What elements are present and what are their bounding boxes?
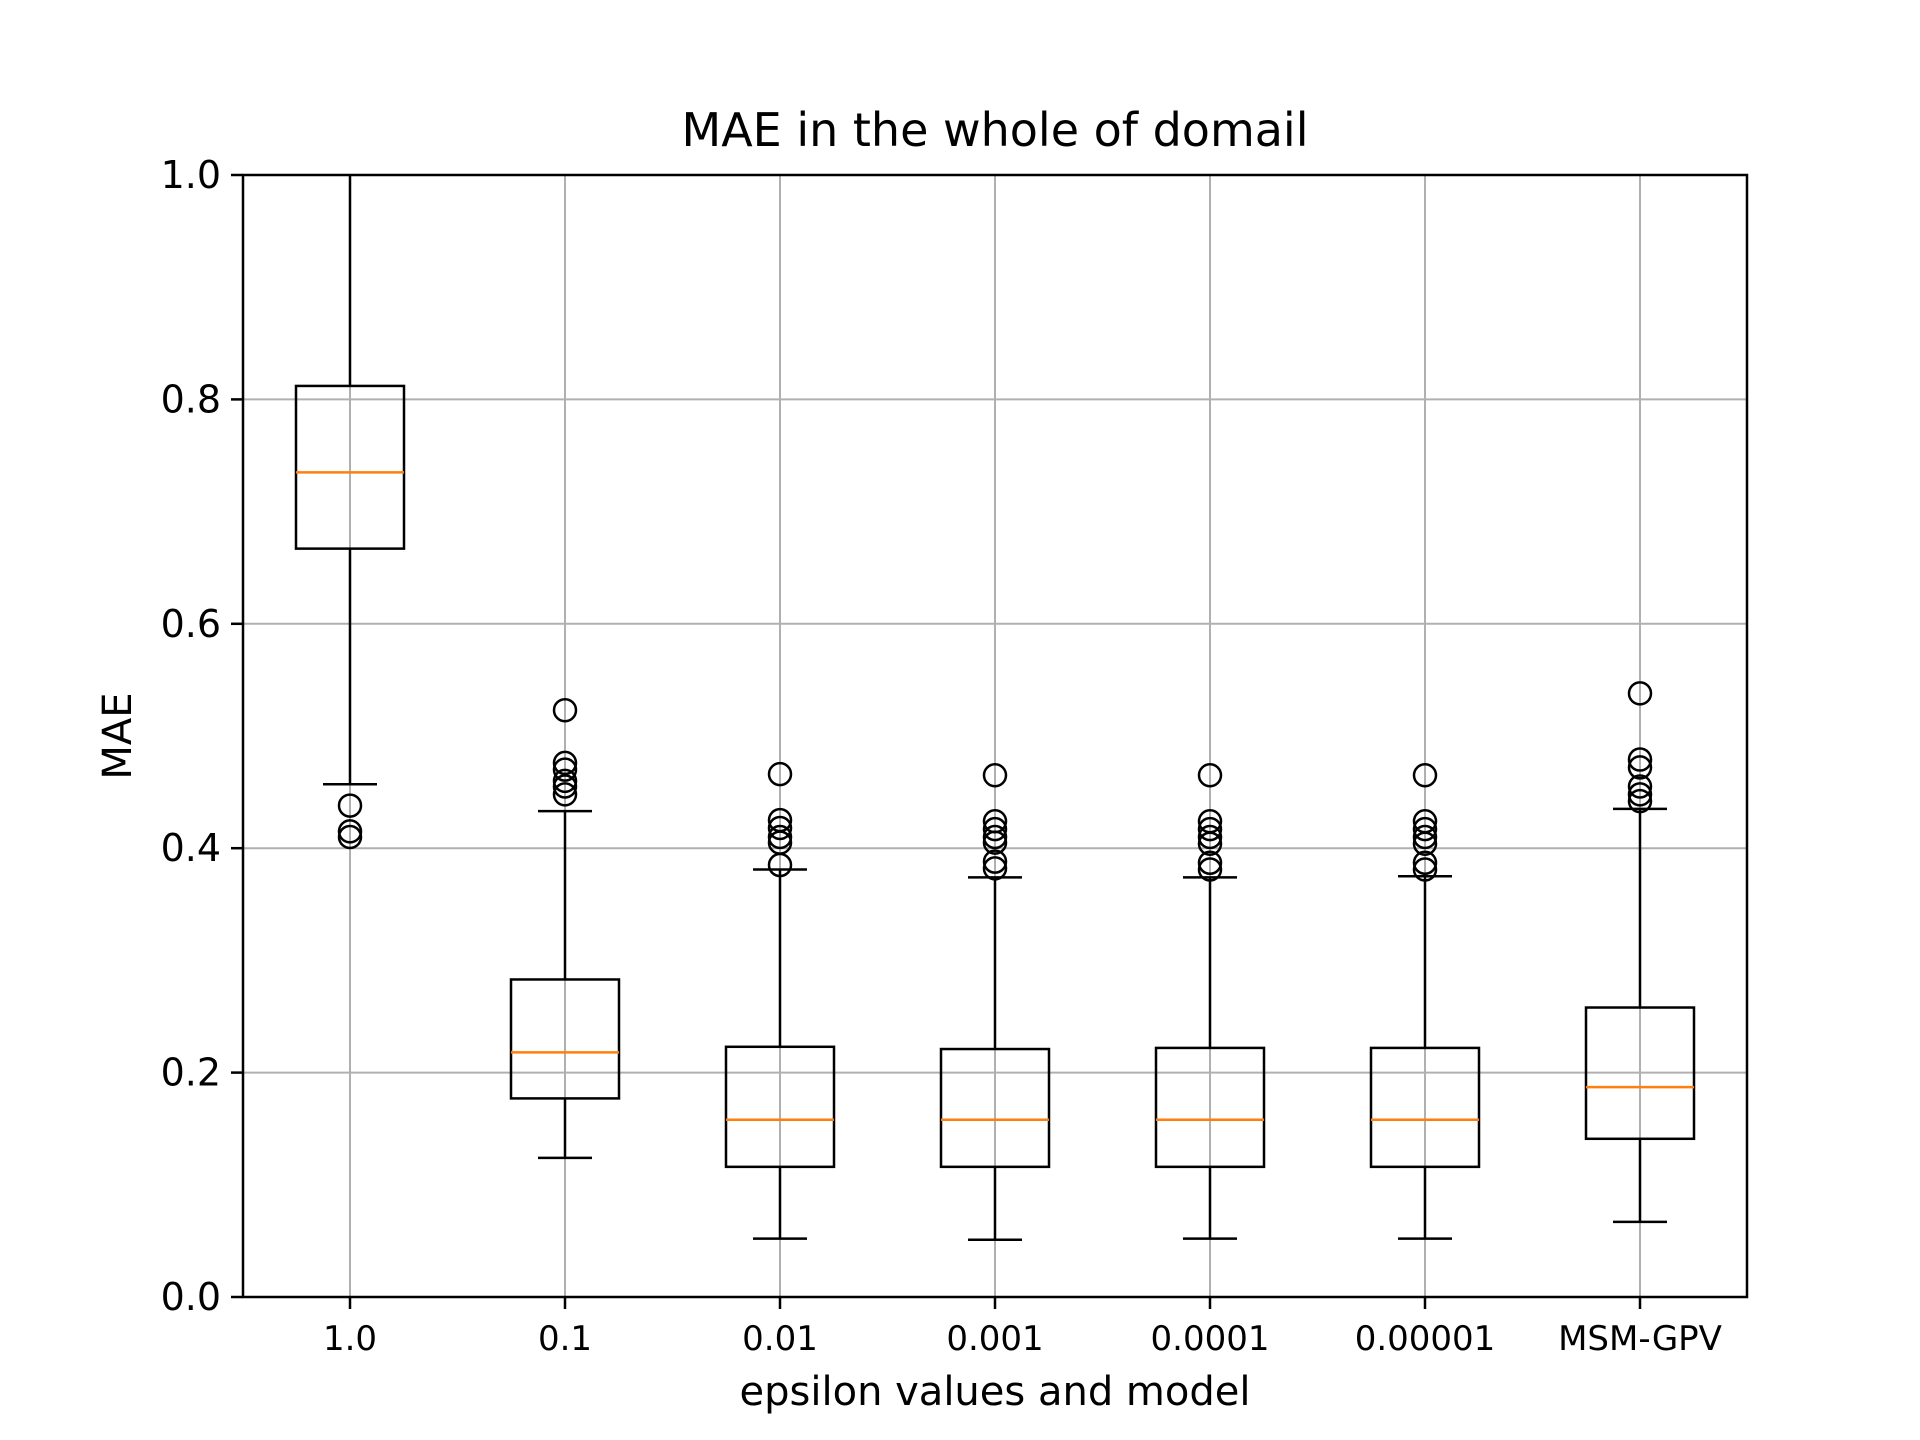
outlier-point xyxy=(552,757,578,782)
y-tick-label: 0.2 xyxy=(161,1051,221,1095)
outlier-point xyxy=(1627,774,1653,799)
outlier-point xyxy=(1197,831,1223,856)
y-tick-label: 0.4 xyxy=(161,826,221,870)
outlier-point xyxy=(1197,850,1223,876)
outlier-point xyxy=(767,761,793,787)
box-1.0 xyxy=(294,175,406,850)
outlier-point xyxy=(767,852,793,878)
y-tick-label: 0.6 xyxy=(161,602,221,646)
tick-layer: 0.0 0.2 0.4 0.6 0.8 1.0 1.0 0.1 0.01 0.001 0.0001 0… xyxy=(161,153,1722,1359)
x-tick-label: 0.1 xyxy=(538,1319,592,1359)
outlier-point xyxy=(982,816,1008,842)
outlier-point xyxy=(1412,831,1438,856)
y-tick-label: 1.0 xyxy=(161,153,221,197)
outlier-point xyxy=(982,763,1008,788)
iqr-box xyxy=(1584,1006,1696,1141)
outlier-point xyxy=(1412,816,1438,842)
chart-title: MAE in the whole of domail xyxy=(682,103,1309,157)
iqr-box xyxy=(1369,1046,1481,1169)
outlier-point xyxy=(552,750,578,776)
x-tick-label: 0.01 xyxy=(742,1319,818,1359)
outlier-point xyxy=(337,793,363,818)
outlier-point xyxy=(767,824,793,850)
y-tick-label: 0.8 xyxy=(161,377,221,421)
x-tick-label: 0.00001 xyxy=(1355,1319,1496,1359)
outlier-point xyxy=(552,782,578,807)
box-0.00001 xyxy=(1369,763,1481,1240)
x-axis-label: epsilon values and model xyxy=(740,1369,1251,1415)
outlier-point xyxy=(1627,681,1653,706)
outlier-point xyxy=(1197,816,1223,842)
outlier-point xyxy=(767,815,793,841)
x-tick-label: 1.0 xyxy=(323,1319,377,1359)
outlier-point xyxy=(337,819,363,844)
y-tick-label: 0.0 xyxy=(161,1275,221,1319)
iqr-box xyxy=(1154,1046,1266,1169)
x-tick-label: 0.0001 xyxy=(1151,1319,1270,1359)
outlier-point xyxy=(552,697,578,723)
outlier-point xyxy=(982,856,1008,881)
outlier-point xyxy=(1627,782,1653,807)
x-tick-label: MSM-GPV xyxy=(1558,1319,1722,1359)
grid-layer xyxy=(243,174,1747,1298)
outlier-point xyxy=(1627,755,1653,780)
box-0.0001 xyxy=(1154,763,1266,1240)
outlier-point xyxy=(1412,824,1438,850)
box-0.01 xyxy=(724,761,836,1240)
box-MSM-GPV xyxy=(1584,681,1696,1224)
outlier-point xyxy=(1412,763,1438,788)
outlier-point xyxy=(552,774,578,799)
outlier-point xyxy=(982,849,1008,874)
iqr-box xyxy=(294,384,406,550)
outlier-point xyxy=(1197,763,1223,788)
outlier-point xyxy=(1627,747,1653,772)
outlier-point xyxy=(1197,824,1223,850)
outlier-point xyxy=(982,824,1008,850)
outlier-point xyxy=(1412,850,1438,876)
outlier-point xyxy=(337,824,363,850)
outlier-point xyxy=(552,768,578,794)
outlier-point xyxy=(1627,788,1653,814)
outlier-point xyxy=(1412,857,1438,882)
outlier-point xyxy=(1197,857,1223,882)
box-0.001 xyxy=(939,763,1051,1242)
iqr-box xyxy=(939,1047,1051,1169)
iqr-box xyxy=(724,1045,836,1169)
outlier-point xyxy=(982,830,1008,855)
box-0.1 xyxy=(509,697,621,1160)
box-layer xyxy=(294,175,1696,1242)
y-axis-label: MAE xyxy=(95,692,141,779)
x-tick-label: 0.001 xyxy=(946,1319,1043,1359)
iqr-box xyxy=(509,978,621,1100)
